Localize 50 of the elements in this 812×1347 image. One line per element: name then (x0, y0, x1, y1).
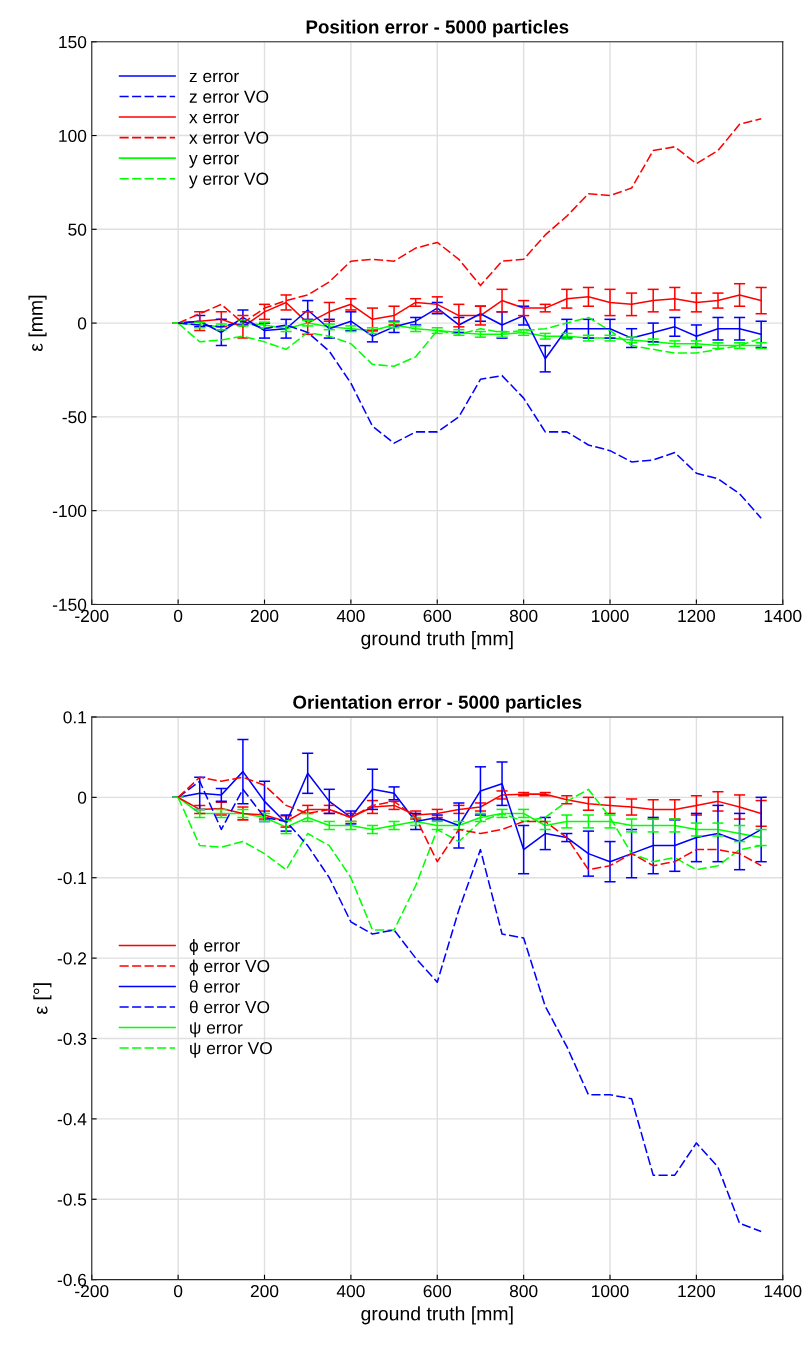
y-tick-label: -0.4 (57, 1113, 87, 1126)
x-tick-label: 0 (173, 1284, 183, 1298)
y-tick-label: 100 (59, 129, 87, 142)
y-tick-label: 150 (59, 35, 87, 49)
x-tick-label: 800 (509, 1284, 538, 1298)
chart-title: Position error - 5000 particles (306, 19, 569, 38)
y-tick-label: -0.3 (57, 1032, 87, 1045)
y-tick-label: -100 (52, 504, 87, 518)
x-tick-label: 1000 (592, 609, 629, 623)
legend-label: θ error (189, 979, 240, 993)
legend-label: ψ error (190, 1022, 243, 1038)
y-tick-label: 0 (77, 791, 87, 804)
x-tick-label: 0 (173, 609, 183, 623)
x-tick-label: 600 (423, 609, 452, 623)
x-tick-label: 200 (250, 1284, 279, 1298)
legend-label: y error (189, 154, 239, 168)
x-tick-label: 1000 (592, 1284, 629, 1298)
legend-label: x error VO (189, 131, 269, 144)
x-tick-label: 400 (336, 609, 365, 623)
legend-label: y error VO (189, 172, 269, 189)
x-tick-label: 1400 (764, 1284, 802, 1298)
x-tick-label: -200 (75, 1284, 109, 1298)
legend-label: ψ error VO (190, 1041, 272, 1058)
x-axis-title: ground truth [mm] (361, 631, 513, 650)
y-tick-label: -150 (52, 598, 87, 611)
legend-label: θ error VO (189, 1000, 270, 1014)
chart-title: Orientation error - 5000 particles (293, 695, 582, 713)
x-tick-label: 800 (509, 609, 538, 623)
legend-label: x error (189, 113, 239, 124)
x-tick-label: 400 (336, 1284, 365, 1298)
y-tick-label: -50 (62, 411, 87, 424)
y-tick-label: 0.1 (63, 711, 87, 724)
y-tick-label: 50 (68, 223, 87, 236)
legend-label: z error (189, 72, 239, 83)
legend-label: ϕ error (189, 938, 240, 956)
y-tick-label: -0.1 (57, 871, 87, 885)
x-axis-title: ground truth [mm] (361, 1306, 513, 1325)
x-tick-label: 1200 (678, 1284, 716, 1298)
legend-label: ϕ error VO (189, 959, 270, 976)
x-tick-label: 1400 (764, 609, 802, 623)
x-tick-label: 200 (250, 609, 279, 623)
x-tick-label: 600 (423, 1284, 452, 1298)
y-axis-title: ε [mm] (28, 295, 47, 352)
y-axis-title: ε [°] (33, 983, 52, 1014)
legend-label: z error VO (189, 90, 269, 103)
y-tick-label: 0 (77, 317, 87, 330)
y-tick-label: -0.5 (57, 1193, 87, 1206)
x-tick-label: -200 (75, 609, 109, 623)
y-tick-label: -0.2 (57, 952, 87, 965)
x-tick-label: 1200 (678, 609, 716, 623)
